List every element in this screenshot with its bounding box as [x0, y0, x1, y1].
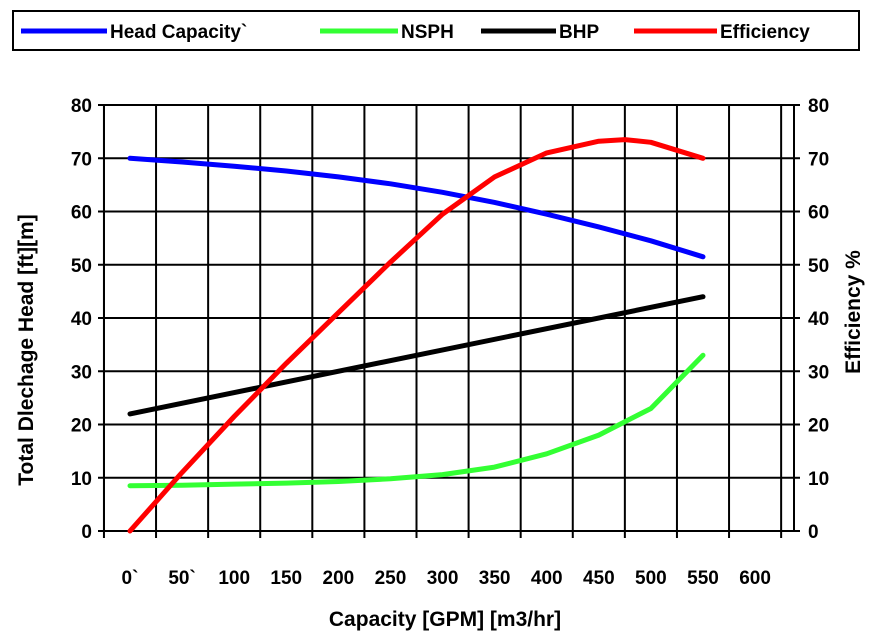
y-tick-label: 70	[71, 149, 92, 170]
legend-label-head-capacity: Head Capacity`	[110, 22, 247, 43]
x-tick-label: 100	[218, 568, 250, 589]
x-tick-label: 600	[739, 568, 771, 589]
x-tick-label: 350	[479, 568, 511, 589]
x-tick-label: 400	[531, 568, 563, 589]
x-tick-label: 200	[323, 568, 355, 589]
x-tick-label: 500	[635, 568, 667, 589]
x-tick-label: 300	[427, 568, 459, 589]
x-tick-label: 450	[583, 568, 615, 589]
y2-tick-label: 40	[808, 309, 829, 330]
y-tick-label: 40	[71, 309, 92, 330]
legend: Head Capacity` NSPH BHP Efficiency	[21, 22, 810, 43]
legend-label-bhp: BHP	[559, 22, 599, 43]
y-tick-label: 10	[71, 469, 92, 490]
y-tick-label: 80	[71, 96, 92, 117]
series-line-efficiency	[127, 137, 706, 534]
y2-tick-labels: 0 10 20 30 40 50 60 70 80	[808, 96, 829, 543]
legend-label-efficiency: Efficiency	[720, 22, 810, 43]
y2-tick-label: 80	[808, 96, 829, 117]
y-axis-title: Total Dlechage Head [ft][m]	[15, 214, 38, 485]
x-tick-label: 150	[270, 568, 302, 589]
y2-tick-label: 30	[808, 362, 829, 383]
y-tick-label: 30	[71, 362, 92, 383]
x-tick-label: 50`	[168, 568, 195, 589]
legend-label-nsph: NSPH	[401, 22, 454, 43]
y-tick-labels: 0 10 20 30 40 50 60 70 80	[71, 96, 92, 543]
y-tick-label: 50	[71, 256, 92, 277]
y2-tick-label: 50	[808, 256, 829, 277]
y2-axis-title: Efficiency %	[842, 250, 865, 374]
legend-box	[12, 10, 860, 51]
series-lines	[127, 137, 706, 534]
series-line-bhp	[127, 294, 706, 417]
y2-tick-label: 20	[808, 416, 829, 437]
x-tick-label: 550	[687, 568, 719, 589]
axes	[98, 104, 800, 538]
y2-tick-label: 0	[808, 522, 819, 543]
series-line-nsph	[127, 352, 706, 489]
y-tick-label: 20	[71, 416, 92, 437]
x-tick-label: 0`	[122, 568, 139, 589]
y2-tick-label: 60	[808, 203, 829, 224]
y2-tick-label: 70	[808, 149, 829, 170]
x-tick-labels: 0` 50` 100 150 200 250 300 350 400 450 500 550 600	[122, 568, 771, 589]
y2-tick-label: 10	[808, 469, 829, 490]
y-tick-label: 60	[71, 203, 92, 224]
y-tick-label: 0	[81, 522, 92, 543]
x-tick-label: 250	[375, 568, 407, 589]
series-line-head-capacity	[127, 155, 706, 260]
x-axis-title: Capacity [GPM] [m3/hr]	[329, 608, 561, 631]
